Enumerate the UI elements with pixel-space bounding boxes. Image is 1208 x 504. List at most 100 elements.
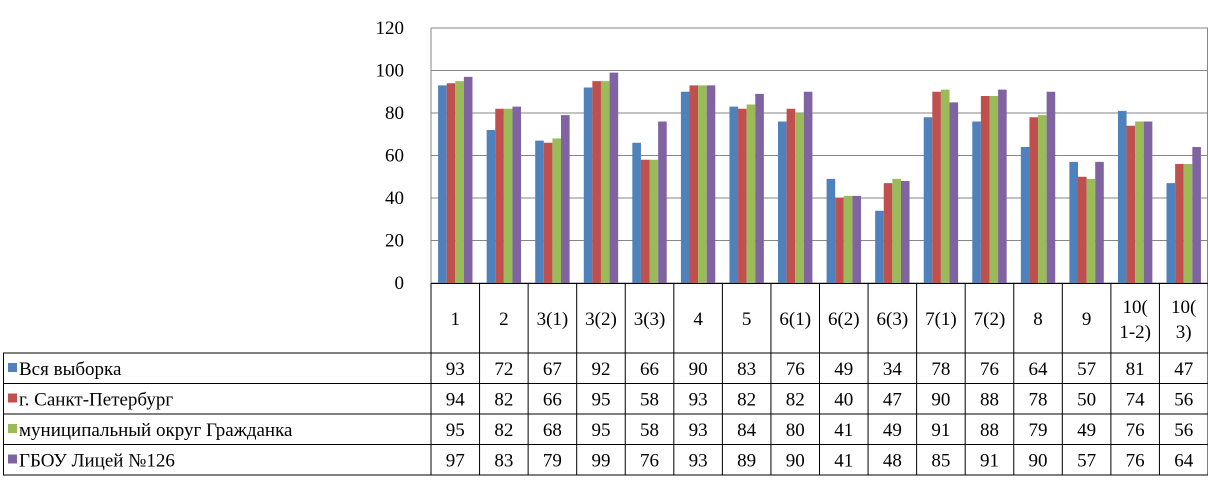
bar-3 bbox=[1086, 178, 1096, 283]
bar-2 bbox=[689, 85, 699, 283]
bar-1 bbox=[680, 91, 690, 283]
bar-2 bbox=[980, 96, 990, 283]
table-value: 91 bbox=[931, 420, 950, 441]
table-value: 76 bbox=[640, 451, 659, 472]
bar-4 bbox=[609, 72, 619, 283]
bar-1 bbox=[778, 121, 787, 283]
bar-4 bbox=[512, 106, 522, 283]
table-value: 95 bbox=[446, 420, 465, 441]
table-value: 89 bbox=[737, 451, 756, 472]
category-label: 6(1) bbox=[779, 309, 811, 330]
bar-1 bbox=[875, 210, 884, 283]
y-tick-label: 100 bbox=[376, 61, 405, 82]
bar-4 bbox=[706, 85, 716, 283]
bar-4 bbox=[561, 115, 570, 283]
y-tick-label: 40 bbox=[385, 188, 404, 209]
table-value: 82 bbox=[737, 390, 756, 411]
bar-1 bbox=[535, 140, 544, 283]
category-label: 3(1) bbox=[537, 309, 569, 330]
table-value: 79 bbox=[1029, 420, 1048, 441]
bar-3 bbox=[698, 85, 707, 283]
table-value: 76 bbox=[786, 359, 805, 380]
table-value: 57 bbox=[1077, 359, 1096, 380]
y-tick-label: 80 bbox=[385, 103, 404, 124]
table-value: 64 bbox=[1174, 451, 1194, 472]
bar-1 bbox=[583, 87, 593, 283]
table-value: 95 bbox=[591, 420, 610, 441]
table-value: 80 bbox=[786, 420, 805, 441]
bar-1 bbox=[1166, 183, 1176, 283]
table-value: 58 bbox=[640, 390, 659, 411]
table-value: 93 bbox=[446, 359, 465, 380]
bar-2 bbox=[640, 159, 650, 283]
y-tick-label: 20 bbox=[385, 231, 404, 252]
table-value: 90 bbox=[689, 359, 708, 380]
bar-2 bbox=[883, 183, 893, 283]
bar-3 bbox=[989, 96, 999, 283]
table-value: 67 bbox=[543, 359, 562, 380]
bar-2 bbox=[738, 108, 747, 283]
category-label: 9 bbox=[1082, 309, 1092, 330]
table-value: 83 bbox=[737, 359, 756, 380]
category-label: 6(2) bbox=[828, 309, 860, 330]
category-label: 5 bbox=[742, 309, 752, 330]
table-value: 92 bbox=[591, 359, 610, 380]
bar-3 bbox=[746, 104, 756, 283]
table-value: 47 bbox=[883, 390, 902, 411]
bar-3 bbox=[503, 108, 513, 283]
table-value: 76 bbox=[1126, 420, 1145, 441]
category-label: 2 bbox=[499, 309, 509, 330]
bar-3 bbox=[649, 159, 659, 283]
bar-2 bbox=[786, 108, 796, 283]
table-value: 88 bbox=[980, 390, 999, 411]
category-label: 10( bbox=[1171, 297, 1196, 318]
category-label: 10( bbox=[1122, 297, 1147, 318]
bar-4 bbox=[755, 93, 764, 283]
category-label: 3(3) bbox=[634, 309, 666, 330]
bar-4 bbox=[1143, 121, 1153, 283]
category-label: 4 bbox=[693, 309, 703, 330]
bar-2 bbox=[1126, 125, 1136, 283]
bar-2 bbox=[446, 83, 456, 283]
bar-4 bbox=[803, 91, 813, 283]
bar-4 bbox=[658, 121, 667, 283]
category-label: 7(2) bbox=[974, 309, 1006, 330]
legend-key-3 bbox=[8, 424, 17, 433]
table-value: 56 bbox=[1174, 390, 1193, 411]
bar-1 bbox=[923, 117, 933, 283]
table-value: 95 bbox=[591, 390, 610, 411]
bar-2 bbox=[1175, 164, 1184, 283]
bar-1 bbox=[1020, 147, 1030, 283]
table-value: 83 bbox=[494, 451, 513, 472]
legend-label: ГБОУ Лицей №126 bbox=[19, 451, 175, 472]
bar-3 bbox=[795, 113, 804, 283]
legend-key-1 bbox=[8, 363, 17, 372]
bar-1 bbox=[1117, 110, 1127, 283]
bar-1 bbox=[438, 85, 447, 283]
bar-2 bbox=[932, 91, 941, 283]
category-label: 3(2) bbox=[585, 309, 617, 330]
bar-4 bbox=[852, 195, 861, 283]
bar-3 bbox=[940, 89, 950, 283]
table-value: 48 bbox=[883, 451, 902, 472]
category-label: 7(1) bbox=[925, 309, 957, 330]
bar-2 bbox=[835, 198, 844, 283]
legend-label: Вся выборка bbox=[19, 359, 122, 380]
table-value: 68 bbox=[543, 420, 562, 441]
table-value: 90 bbox=[1029, 451, 1048, 472]
table-value: 47 bbox=[1174, 359, 1193, 380]
bar-4 bbox=[1095, 161, 1104, 283]
bar-3 bbox=[600, 81, 610, 283]
legend-label: муниципальный округ Гражданка bbox=[19, 420, 293, 441]
table-value: 40 bbox=[834, 390, 853, 411]
table-value: 49 bbox=[1077, 420, 1096, 441]
bar-3 bbox=[892, 178, 901, 283]
bar-4 bbox=[1046, 91, 1056, 283]
y-tick-label: 60 bbox=[385, 146, 404, 167]
table-value: 50 bbox=[1077, 390, 1096, 411]
bar-4 bbox=[998, 89, 1007, 283]
category-label: 3) bbox=[1176, 322, 1192, 343]
table-value: 74 bbox=[1126, 390, 1146, 411]
y-tick-label: 0 bbox=[395, 273, 405, 294]
